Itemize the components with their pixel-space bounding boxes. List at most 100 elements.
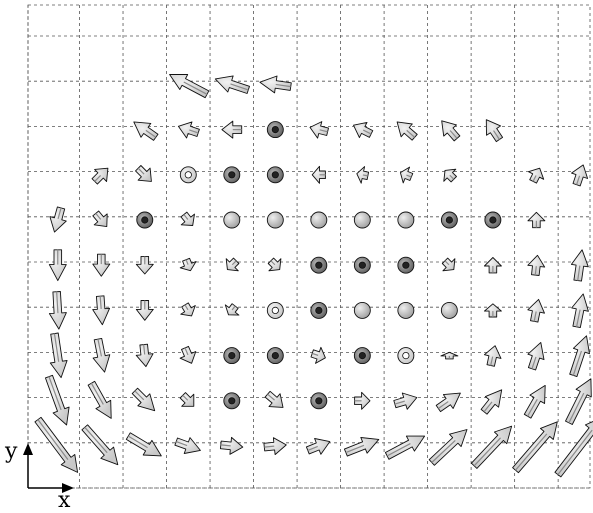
vector-arrow [480, 389, 503, 415]
vector-arrow [399, 166, 414, 184]
vector-arrow [435, 392, 461, 413]
vector-arrow-head-on [353, 347, 371, 365]
vector-arrow [135, 300, 154, 321]
vector-arrow-head-on [353, 301, 371, 319]
vector-arrow [267, 257, 282, 272]
vector-arrow [528, 167, 545, 184]
vector-arrow [527, 298, 545, 323]
vector-arrow [174, 437, 201, 454]
y-axis-label: y [5, 439, 18, 464]
vector-arrow [125, 432, 162, 457]
vector-arrow-head-on [179, 166, 197, 184]
vector-arrow [133, 121, 159, 141]
axes [23, 443, 74, 493]
vector-arrow [527, 211, 546, 229]
vector-arrow-head-on [266, 301, 284, 319]
grid-lines [27, 4, 591, 489]
vector-arrow [523, 384, 546, 419]
vector-arrow [48, 249, 67, 282]
vector-arrow [91, 167, 109, 185]
vector-arrow-head-on [266, 347, 284, 365]
vector-arrow [179, 392, 195, 407]
vector-arrow [396, 121, 418, 141]
y-axis-arrowhead [23, 443, 33, 455]
vector-arrow-head-on [397, 347, 415, 365]
vector-arrow [569, 335, 590, 378]
plot-frame [27, 4, 591, 489]
vector-arrow-head-on [136, 211, 154, 229]
vector-arrow [221, 120, 243, 139]
vector-arrow [571, 164, 589, 187]
vector-arrow [443, 168, 457, 183]
vector-arrow-head-on [310, 211, 328, 229]
vector-arrow [179, 345, 197, 364]
vector-arrow [485, 119, 504, 143]
vector-arrow [527, 254, 546, 276]
vector-arrow [512, 421, 558, 474]
vector-arrow [470, 425, 513, 469]
vector-arrow [131, 387, 156, 412]
vector-arrow [44, 374, 70, 426]
vector-arrow-head-on [484, 211, 502, 229]
vector-arrow [92, 210, 108, 228]
vector-arrow-head-on [266, 211, 284, 229]
vector-arrow [48, 291, 67, 330]
vector-arrow-head-on [397, 211, 415, 229]
vector-arrow-head-on [266, 166, 284, 184]
vector-arrow [263, 437, 287, 456]
vector-arrow-head-on [223, 392, 241, 410]
vector-arrow [259, 75, 292, 94]
vector-arrow [441, 120, 461, 142]
vector-arrow [180, 211, 195, 226]
vector-arrow [565, 378, 592, 425]
vector-arrow [356, 166, 370, 184]
vector-arrow-head-on [223, 166, 241, 184]
vector-arrow [354, 391, 371, 410]
vector-arrow [311, 165, 326, 184]
vector-arrow [92, 295, 111, 326]
vector-arrow-head-on [353, 256, 371, 274]
vector-arrow [571, 293, 589, 329]
vector-arrow [483, 303, 502, 318]
vector-arrow [135, 165, 152, 182]
vector-arrow [343, 437, 380, 457]
vector-arrow [384, 435, 426, 460]
vector-arrow [92, 337, 111, 373]
vector-arrow [570, 249, 589, 282]
vector-arrow-head-on [397, 256, 415, 274]
vector-arrow [49, 206, 67, 233]
vector-arrow [310, 346, 326, 364]
vector-arrow [177, 121, 200, 139]
vector-arrow-head-on [266, 121, 284, 139]
vector-arrow [92, 253, 111, 277]
vector-arrow-head-on [310, 301, 328, 319]
vector-arrow-head-on [310, 392, 328, 410]
vector-arrow [135, 255, 154, 275]
vector-arrow [135, 343, 154, 368]
vector-arrow [554, 420, 593, 478]
vector-arrow [305, 438, 331, 455]
x-axis-label: x [58, 488, 71, 513]
vector-arrow [49, 332, 68, 379]
vector-arrow-head-on [310, 256, 328, 274]
vector-arrow-head-on [223, 347, 241, 365]
vector-arrow [428, 429, 468, 466]
vector-arrow-head-on [223, 211, 241, 229]
vector-arrow [179, 257, 197, 272]
vector-arrow-head-on [353, 211, 371, 229]
vector-arrow [34, 416, 79, 473]
vector-arrow [393, 392, 418, 410]
vector-arrow [441, 257, 456, 272]
vector-arrows [34, 74, 593, 478]
vector-arrow [264, 390, 284, 408]
vector-arrow [309, 121, 329, 139]
vector-arrow [180, 302, 196, 317]
vector-arrow [527, 341, 545, 371]
vector-arrow [81, 424, 119, 466]
vector-arrow [169, 74, 210, 99]
x-axis-arrowhead [62, 483, 74, 493]
vector-arrow-head-on [440, 211, 458, 229]
vector-arrow [219, 436, 244, 455]
vector-arrow-head-on [440, 301, 458, 319]
